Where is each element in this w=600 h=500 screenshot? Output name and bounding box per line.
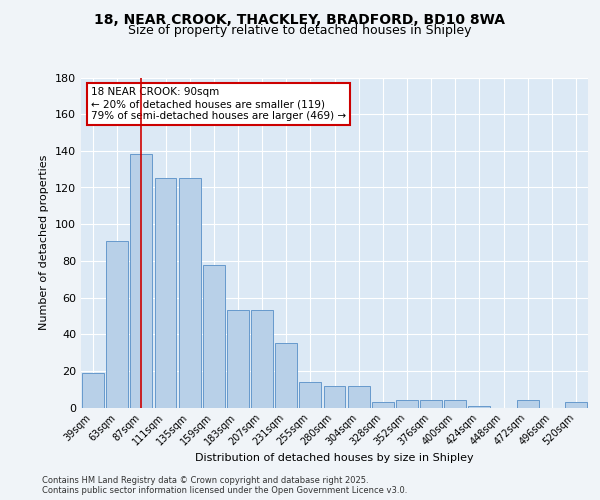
Y-axis label: Number of detached properties: Number of detached properties bbox=[40, 155, 49, 330]
Bar bbox=[469, 406, 490, 407]
Text: Contains HM Land Registry data © Crown copyright and database right 2025.
Contai: Contains HM Land Registry data © Crown c… bbox=[42, 476, 407, 495]
Bar bbox=[348, 386, 370, 407]
Bar bbox=[420, 400, 442, 407]
Bar bbox=[82, 372, 104, 408]
Bar bbox=[323, 386, 346, 407]
Bar bbox=[299, 382, 321, 407]
Bar bbox=[372, 402, 394, 407]
Bar bbox=[445, 400, 466, 407]
Bar bbox=[396, 400, 418, 407]
Bar bbox=[179, 178, 200, 408]
Bar bbox=[275, 344, 297, 407]
Bar bbox=[227, 310, 249, 408]
Text: 18, NEAR CROOK, THACKLEY, BRADFORD, BD10 8WA: 18, NEAR CROOK, THACKLEY, BRADFORD, BD10… bbox=[95, 12, 505, 26]
Bar bbox=[517, 400, 539, 407]
Bar bbox=[203, 264, 224, 408]
Bar bbox=[565, 402, 587, 407]
Bar bbox=[106, 240, 128, 408]
Text: Size of property relative to detached houses in Shipley: Size of property relative to detached ho… bbox=[128, 24, 472, 37]
Text: 18 NEAR CROOK: 90sqm
← 20% of detached houses are smaller (119)
79% of semi-deta: 18 NEAR CROOK: 90sqm ← 20% of detached h… bbox=[91, 88, 346, 120]
Bar bbox=[251, 310, 273, 408]
Bar bbox=[130, 154, 152, 408]
Bar bbox=[155, 178, 176, 408]
X-axis label: Distribution of detached houses by size in Shipley: Distribution of detached houses by size … bbox=[195, 453, 474, 463]
